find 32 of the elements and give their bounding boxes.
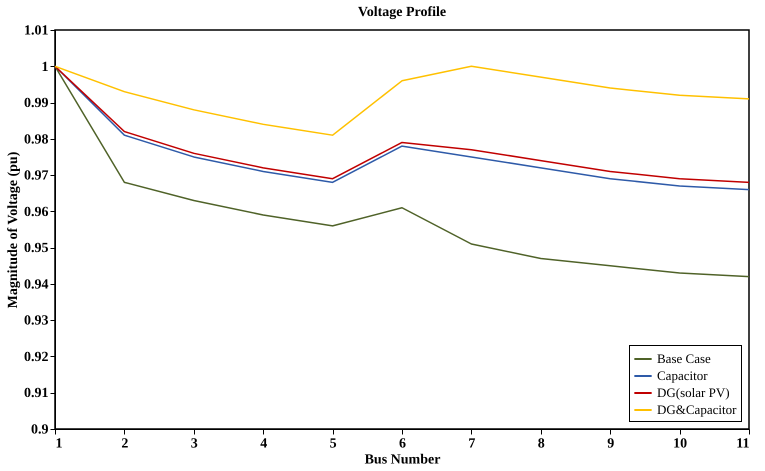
x-tick-label: 10 [673, 436, 688, 452]
y-tick-label: 1 [42, 60, 48, 75]
y-tick-label: 0.95 [24, 241, 48, 256]
y-tick-label: 0.97 [24, 168, 48, 184]
y-tick-label: 0.93 [24, 314, 48, 329]
y-tick-label: 0.92 [24, 350, 48, 365]
line-series [54, 66, 750, 278]
x-tick-label: 5 [330, 436, 337, 452]
y-tick-label: 0.9 [31, 422, 48, 438]
legend-label: Base Case [657, 351, 712, 366]
x-tick-label: 8 [538, 436, 545, 452]
y-tick-label: 0.96 [24, 204, 48, 220]
y-tick-label: 0.98 [24, 132, 48, 148]
y-axis-title: Magnitude of Voltage (pu) [6, 151, 21, 308]
x-tick-label: 3 [190, 436, 198, 452]
y-tick-label: 0.91 [24, 386, 48, 402]
y-tick-label: 1.01 [24, 24, 48, 38]
x-tick-label: 7 [468, 436, 476, 452]
x-tick-label: 9 [607, 436, 614, 452]
x-tick-label: 4 [260, 436, 268, 452]
y-tick-label: 0.94 [24, 277, 48, 292]
line-series [54, 66, 750, 136]
chart-title: Voltage Profile [358, 5, 446, 20]
x-tick-label: 6 [399, 436, 406, 452]
x-axis-title: Bus Number [364, 452, 440, 468]
x-tick-label: 11 [736, 436, 750, 452]
x-tick-label: 1 [56, 436, 62, 452]
legend-label: Capacitor [657, 368, 708, 383]
y-tick-label: 0.99 [24, 96, 48, 112]
x-tick-label: 2 [121, 436, 128, 452]
legend-label: DG&Capacitor [657, 402, 738, 417]
legend-label: DG(solar PV) [657, 385, 730, 400]
